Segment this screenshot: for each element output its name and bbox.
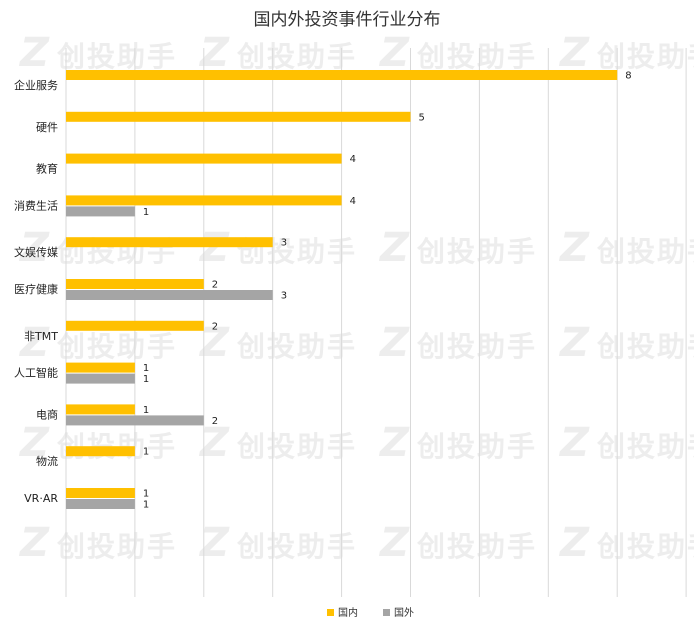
bar-domestic (66, 153, 342, 164)
bar-foreign (66, 290, 273, 300)
data-label: 1 (143, 207, 149, 218)
data-label: 1 (143, 363, 149, 374)
bar-domestic (66, 446, 135, 457)
data-label: 1 (143, 489, 149, 500)
category-label: 消费生活 (14, 198, 58, 212)
chart-title: 国内外投资事件行业分布 (254, 10, 441, 30)
data-label: 4 (350, 154, 356, 165)
category-label: 硬件 (36, 121, 58, 134)
bar-domestic (66, 404, 135, 415)
category-label: 非TMT (24, 330, 58, 343)
data-label: 5 (419, 112, 425, 123)
bar-foreign (66, 373, 135, 384)
data-label: 3 (281, 291, 287, 302)
category-label: 医疗健康 (14, 282, 58, 296)
bar-domestic (66, 362, 135, 373)
data-label: 8 (625, 71, 631, 82)
bar-domestic (66, 320, 204, 331)
data-label: 1 (143, 447, 149, 458)
legend-label: 国外 (394, 607, 414, 619)
bar-domestic (66, 195, 342, 206)
category-label: 文娱传媒 (14, 245, 58, 259)
bar-foreign (66, 499, 135, 509)
category-label: 教育 (36, 162, 58, 176)
legend-swatch (383, 609, 390, 616)
data-label: 1 (143, 374, 149, 385)
data-label: 3 (281, 238, 287, 249)
data-label: 1 (143, 405, 149, 416)
legend: 国内 国外 (327, 606, 414, 619)
bar-domestic (66, 279, 204, 289)
category-label: 电商 (36, 407, 58, 421)
data-label: 2 (212, 321, 218, 332)
data-label: 2 (212, 280, 218, 291)
bar-domestic (66, 111, 411, 122)
data-label: 2 (212, 416, 218, 427)
category-label: VR·AR (24, 492, 58, 505)
data-label: 1 (143, 500, 149, 511)
category-label: 物流 (36, 454, 58, 468)
bar-domestic (66, 237, 273, 248)
bar-domestic (66, 70, 618, 80)
bar-domestic (66, 488, 135, 498)
category-label: 人工智能 (14, 366, 58, 380)
bar-foreign (66, 206, 135, 217)
legend-swatch (327, 609, 334, 616)
bar-foreign (66, 415, 204, 426)
category-label: 企业服务 (14, 78, 58, 92)
legend-label: 国内 (338, 606, 358, 619)
data-label: 4 (350, 196, 356, 207)
